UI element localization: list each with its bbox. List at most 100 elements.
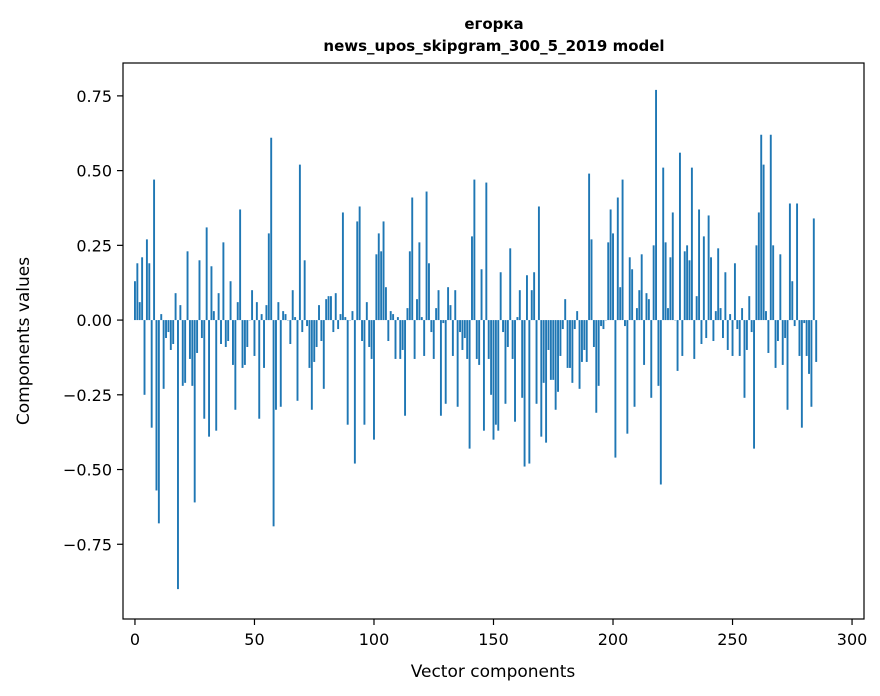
bar-245 [719, 308, 722, 321]
bar-105 [384, 287, 387, 321]
bar-123 [428, 263, 430, 321]
bar-247 [724, 272, 727, 321]
bar-171 [542, 320, 545, 383]
bar-116 [411, 197, 414, 321]
y-tick-label: 0.50 [76, 162, 112, 181]
bar-272 [784, 320, 787, 339]
bar-172 [545, 320, 548, 443]
bar-143 [475, 320, 478, 359]
bar-209 [633, 320, 636, 407]
bar-110 [396, 317, 399, 321]
bar-120 [420, 317, 423, 321]
bar-249 [729, 314, 732, 321]
bar-13 [165, 320, 167, 339]
bar-114 [406, 308, 409, 321]
bar-257 [748, 296, 751, 321]
bar-54 [263, 320, 265, 368]
bar-95 [361, 320, 363, 341]
bar-24 [191, 320, 194, 386]
bar-275 [791, 281, 794, 321]
bar-160 [516, 317, 519, 321]
bar-144 [478, 320, 481, 365]
bar-97 [365, 302, 368, 321]
bars-group [134, 89, 818, 590]
bar-14 [167, 320, 170, 333]
bar-89 [346, 320, 349, 425]
bar-36 [220, 320, 222, 344]
bar-141 [471, 236, 473, 321]
bar-236 [698, 209, 701, 321]
bar-283 [810, 320, 813, 407]
bar-260 [755, 245, 758, 321]
bar-240 [707, 215, 710, 321]
bar-192 [592, 320, 595, 347]
bar-180 [564, 299, 567, 321]
bar-229 [681, 320, 684, 356]
bar-82 [330, 296, 332, 321]
bar-277 [796, 203, 799, 321]
x-axis-ticks: 0 50 100 150 200 250 300 [130, 619, 867, 649]
bar-55 [265, 305, 268, 321]
x-tick-label: 0 [130, 630, 140, 649]
bar-71 [303, 260, 306, 321]
bar-170 [540, 320, 543, 437]
bar-118 [416, 299, 418, 321]
bar-185 [576, 311, 579, 321]
bar-115 [408, 251, 411, 321]
bar-19 [179, 305, 182, 321]
bar-161 [518, 290, 521, 321]
bar-263 [762, 164, 765, 321]
bar-241 [710, 257, 712, 321]
bar-194 [597, 320, 600, 386]
bar-214 [645, 293, 648, 321]
bar-195 [600, 320, 603, 327]
bar-274 [788, 203, 791, 321]
bar-174 [549, 320, 552, 380]
bar-75 [313, 320, 316, 362]
bar-28 [200, 320, 203, 339]
bar-224 [669, 257, 672, 321]
bar-72 [306, 320, 309, 327]
bar-25 [193, 320, 196, 503]
bar-32 [210, 266, 213, 321]
bar-279 [800, 320, 803, 428]
bar-92 [353, 320, 356, 464]
bar-148 [487, 320, 490, 359]
bar-61 [279, 320, 282, 407]
bar-152 [497, 320, 500, 431]
bar-102 [377, 233, 380, 321]
bar-69 [298, 164, 301, 321]
bar-211 [638, 290, 641, 321]
bar-259 [753, 320, 755, 449]
bar-78 [320, 320, 323, 341]
bar-39 [227, 320, 230, 341]
bar-50 [253, 320, 256, 356]
bar-250 [731, 320, 734, 356]
bar-246 [722, 320, 724, 339]
bar-145 [480, 269, 483, 321]
bar-159 [514, 320, 516, 422]
bar-212 [640, 254, 643, 321]
bar-17 [174, 293, 177, 321]
plot-frame [122, 62, 865, 620]
bar-134 [454, 290, 457, 321]
bar-40 [229, 281, 232, 321]
y-tick-label: 0.75 [76, 87, 112, 106]
bar-248 [726, 320, 729, 350]
bar-208 [631, 269, 634, 321]
x-tick-label: 50 [244, 630, 264, 649]
bar-133 [451, 320, 454, 356]
bar-12 [162, 320, 165, 389]
bar-266 [769, 134, 772, 321]
bar-94 [358, 206, 361, 321]
bar-243 [714, 311, 717, 321]
bar-47 [246, 320, 249, 347]
bar-26 [196, 320, 199, 353]
y-tick-label: −0.25 [63, 386, 112, 405]
y-axis-label: Components values [14, 257, 34, 425]
bar-186 [578, 320, 581, 389]
bar-135 [456, 320, 459, 407]
bar-59 [275, 320, 277, 410]
bar-0 [134, 281, 136, 321]
bar-162 [521, 320, 524, 398]
